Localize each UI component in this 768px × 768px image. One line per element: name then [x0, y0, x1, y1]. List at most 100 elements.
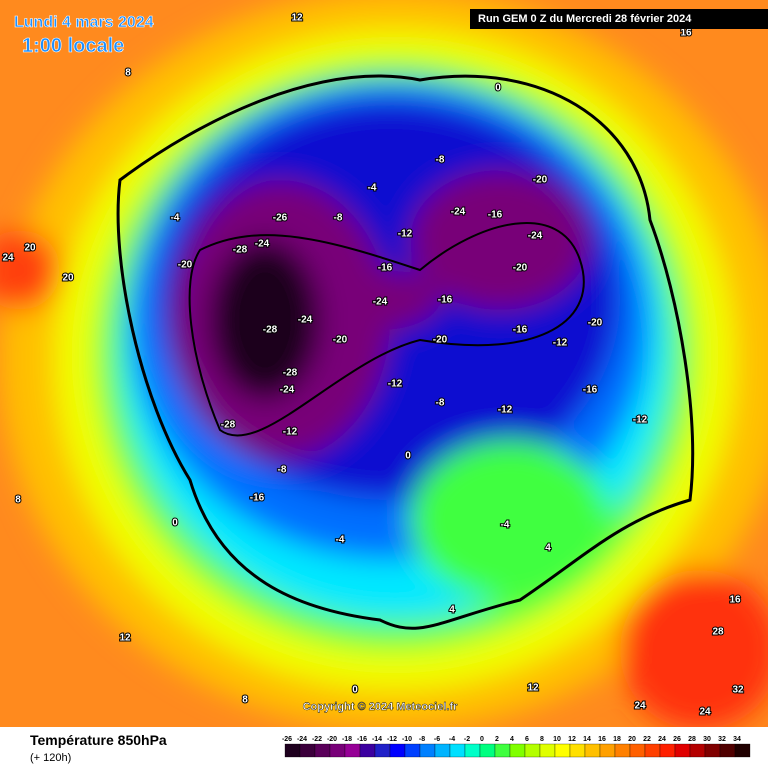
legend-tick-label: 6 — [525, 736, 529, 743]
legend-swatch — [374, 743, 391, 758]
legend-swatch — [389, 743, 406, 758]
legend-tick-label: -24 — [297, 736, 307, 743]
legend-swatch — [599, 743, 616, 758]
contour-label: -20 — [178, 260, 193, 271]
contour-label: 16 — [729, 595, 741, 606]
contour-label: 0 — [172, 518, 178, 529]
temperature-field — [0, 0, 768, 730]
legend-swatch — [524, 743, 541, 758]
contour-label: -12 — [398, 229, 413, 240]
legend-tick-label: 20 — [628, 736, 636, 743]
legend-tick-label: -2 — [464, 736, 470, 743]
legend-tick-label: -22 — [312, 736, 322, 743]
contour-label: 24 — [2, 253, 14, 264]
contour-label: -24 — [451, 207, 466, 218]
legend-tick-label: 30 — [703, 736, 711, 743]
legend-tick-label: 28 — [688, 736, 696, 743]
contour-label: -20 — [513, 263, 528, 274]
legend-swatch — [629, 743, 646, 758]
contour-label: -8 — [278, 465, 287, 476]
contour-label: -4 — [501, 520, 510, 531]
legend-swatch — [284, 743, 301, 758]
legend-tick-label: 14 — [583, 736, 591, 743]
contour-label: -16 — [583, 385, 598, 396]
contour-label: 24 — [634, 701, 646, 712]
legend-tick-label: -18 — [342, 736, 352, 743]
legend-swatch — [704, 743, 721, 758]
contour-label: -20 — [333, 335, 348, 346]
legend-tick-label: 2 — [495, 736, 499, 743]
contour-label: -28 — [283, 368, 298, 379]
legend-swatch — [539, 743, 556, 758]
legend-tick-label: 32 — [718, 736, 726, 743]
run-banner — [470, 9, 768, 29]
legend-swatch — [479, 743, 496, 758]
legend-swatch — [494, 743, 511, 758]
legend-tick-label: -20 — [327, 736, 337, 743]
contour-label: 8 — [242, 695, 248, 706]
legend-swatch — [344, 743, 361, 758]
contour-label: 4 — [545, 543, 551, 554]
contour-label: -12 — [553, 338, 568, 349]
legend-swatch — [434, 743, 451, 758]
contour-label: -24 — [373, 297, 388, 308]
contour-label: -12 — [283, 427, 298, 438]
contour-label: -12 — [633, 415, 648, 426]
legend-swatch — [299, 743, 316, 758]
contour-label: -4 — [368, 183, 377, 194]
contour-label: -16 — [438, 295, 453, 306]
contour-label: 0 — [352, 685, 358, 696]
contour-label: -16 — [250, 493, 265, 504]
legend-swatch — [674, 743, 691, 758]
legend-swatch — [314, 743, 331, 758]
legend-swatch — [449, 743, 466, 758]
legend-tick-label: -14 — [372, 736, 382, 743]
contour-label: -20 — [433, 335, 448, 346]
contour-label: 0 — [405, 451, 411, 462]
footer-title: Température 850hPa — [30, 732, 167, 748]
legend-swatch — [329, 743, 346, 758]
contour-label: 16 — [680, 28, 692, 39]
legend-tick-label: 26 — [673, 736, 681, 743]
contour-label: -16 — [513, 325, 528, 336]
contour-label: 20 — [62, 273, 74, 284]
legend-swatch — [584, 743, 601, 758]
contour-label: -28 — [263, 325, 278, 336]
contour-label: -12 — [388, 379, 403, 390]
run-info: Run GEM 0 Z du Mercredi 28 février 2024 — [478, 13, 692, 25]
forecast-time: 1:00 locale — [22, 35, 124, 57]
forecast-date: Lundi 4 mars 2024 — [14, 14, 154, 31]
contour-label: 12 — [119, 633, 131, 644]
contour-label: -24 — [280, 385, 295, 396]
legend-tick-label: 10 — [553, 736, 561, 743]
legend-tick-label: -16 — [357, 736, 367, 743]
legend-tick-label: 4 — [510, 736, 514, 743]
contour-label: -20 — [588, 318, 603, 329]
contour-label: 8 — [15, 495, 21, 506]
legend-swatch — [359, 743, 376, 758]
contour-label: -24 — [528, 231, 543, 242]
legend-swatch — [464, 743, 481, 758]
contour-label: 12 — [527, 683, 539, 694]
legend-tick-label: 0 — [480, 736, 484, 743]
contour-label: -24 — [255, 239, 270, 250]
contour-label: -16 — [488, 210, 503, 221]
legend-swatch — [719, 743, 736, 758]
legend-tick-label: 34 — [733, 736, 741, 743]
legend-tick-label: 12 — [568, 736, 576, 743]
legend-tick-label: 22 — [643, 736, 651, 743]
contour-label: 4 — [449, 605, 455, 616]
legend-tick-label: 8 — [540, 736, 544, 743]
contour-label: 0 — [495, 83, 501, 94]
legend-swatch — [569, 743, 586, 758]
legend-swatch — [644, 743, 661, 758]
legend-tick-label: 18 — [613, 736, 621, 743]
contour-label: -8 — [334, 213, 343, 224]
legend-swatch — [734, 743, 751, 758]
legend-tick-label: 16 — [598, 736, 606, 743]
contour-label: 24 — [699, 707, 711, 718]
color-legend: -26 -24 -22 -20 -18 -16 -14 -12 -10 -8 -6 -4 -2 0 2 4 6 8… — [282, 736, 751, 758]
contour-label: -12 — [498, 405, 513, 416]
